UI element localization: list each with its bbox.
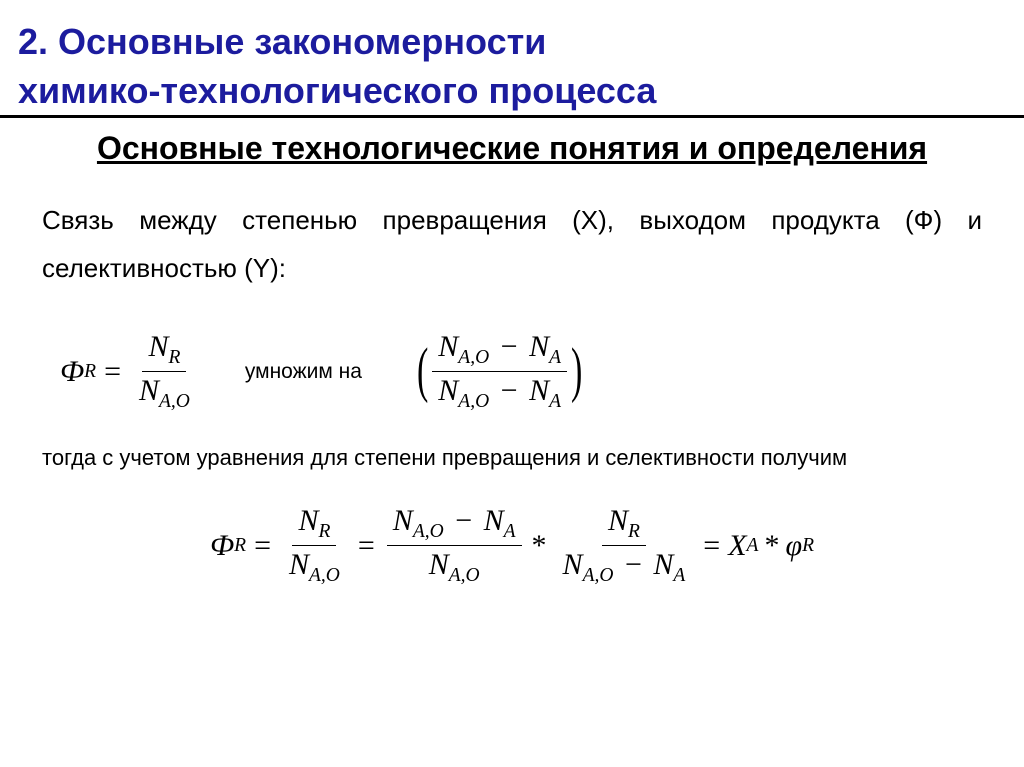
eq2-f3-den-l-sym: N [563, 548, 583, 581]
eq2-eq3: = [703, 529, 720, 563]
eq2-eq2: = [358, 529, 375, 563]
eq1-mult-paren: ( NA,O − NA NA,O − NA ) [417, 330, 582, 413]
eq1-mult-num-r-sym: N [529, 330, 549, 363]
title-line2: химико-технологического процесса [18, 70, 656, 111]
eq1-mult-den-minus: − [501, 374, 518, 407]
eq2-f3-num-sub: R [628, 521, 640, 542]
eq1-f1-den-sub: A,O [159, 391, 190, 412]
eq2-f3-den-r-sub: A [673, 565, 685, 586]
eq1-mult-num-l-sym: N [438, 330, 458, 363]
subtitle: Основные технологические понятия и опред… [40, 128, 984, 168]
eq2-f1-den: NA,O [283, 546, 346, 587]
eq1-mult-den: NA,O − NA [432, 372, 567, 413]
eq1-frac1-den: NA,O [133, 372, 196, 413]
intro-paragraph: Связь между степенью превращения (Х), вы… [42, 196, 982, 292]
eq1-mult-den-l-sub: A,O [458, 391, 489, 412]
eq1-mult-frac: NA,O − NA NA,O − NA [432, 330, 567, 413]
equation-row-1: ФR = NR NA,O умножим на ( NA,O − NA NA,O… [60, 330, 1024, 413]
eq1-mult-den-l-sym: N [438, 374, 458, 407]
eq1-mult-num: NA,O − NA [432, 330, 567, 372]
eq1-equals: = [104, 355, 121, 389]
eq2-f2-den-sym: N [429, 548, 449, 581]
eq2-f3-den-r-sym: N [653, 548, 673, 581]
paren-close: ) [571, 338, 582, 406]
eq2-phi-r: φ [785, 529, 802, 563]
eq2-f2-num-l-sym: N [393, 504, 413, 537]
eq1-f1-num-sym: N [148, 330, 168, 363]
eq1-f1-num-sub: R [168, 347, 180, 368]
eq2-f1-num-sym: N [298, 504, 318, 537]
middle-text: тогда с учетом уравнения для степени пре… [42, 443, 982, 474]
eq2-f3-num: NR [602, 504, 646, 546]
eq1-frac1: NR NA,O [133, 330, 196, 413]
eq1-frac1-num: NR [142, 330, 186, 372]
eq1-lhs: ФR = NR NA,O [60, 330, 200, 413]
eq2-phi: Ф [210, 529, 234, 563]
equation-row-2: ФR = NR NA,O = NA,O − NA NA,O * NR NA,O … [0, 504, 1024, 587]
eq1-mult-den-r-sub: A [549, 391, 561, 412]
eq2-f2-num-r-sub: A [504, 521, 516, 542]
main-title: 2. Основные закономерности химико-технол… [0, 0, 1024, 118]
eq1-phi: Ф [60, 355, 84, 389]
eq2-f3-den: NA,O − NA [557, 546, 692, 587]
eq2-X: X [728, 529, 746, 563]
eq1-mult-num-minus: − [501, 330, 518, 363]
eq2-star1: * [532, 529, 547, 563]
eq2-f2-den-sub: A,O [449, 565, 480, 586]
eq2-phi-sub: R [234, 535, 246, 557]
eq2-f3-den-l-sub: A,O [583, 565, 614, 586]
eq2-f2-num-minus: − [455, 504, 472, 537]
eq2-f2-num-r-sym: N [484, 504, 504, 537]
eq2-frac1: NR NA,O [283, 504, 346, 587]
eq2-f1-den-sym: N [289, 548, 309, 581]
eq2-f2-num: NA,O − NA [387, 504, 522, 546]
eq2-phi-r-sub: R [802, 535, 814, 557]
eq2-eq1: = [254, 529, 271, 563]
eq2-f2-num-l-sub: A,O [413, 521, 444, 542]
paren-open: ( [417, 338, 428, 406]
eq1-mult-den-r-sym: N [529, 374, 549, 407]
eq2-f3-num-sym: N [608, 504, 628, 537]
eq1-f1-den-sym: N [139, 374, 159, 407]
eq1-connector: умножим на [245, 360, 362, 384]
title-line1: 2. Основные закономерности [18, 21, 546, 62]
eq2-f1-den-sub: A,O [309, 565, 340, 586]
eq2-frac2: NA,O − NA NA,O [387, 504, 522, 587]
eq2-star2: * [764, 529, 779, 563]
eq1-mult-num-r-sub: A [549, 347, 561, 368]
eq2-f1-num: NR [292, 504, 336, 546]
eq2-f2-den: NA,O [423, 546, 486, 587]
eq2-f1-num-sub: R [318, 521, 330, 542]
eq2-X-sub: A [747, 535, 759, 557]
eq2-f3-den-minus: − [625, 548, 642, 581]
eq1-phi-sub: R [84, 361, 96, 383]
eq2-frac3: NR NA,O − NA [557, 504, 692, 587]
eq1-mult-num-l-sub: A,O [458, 347, 489, 368]
